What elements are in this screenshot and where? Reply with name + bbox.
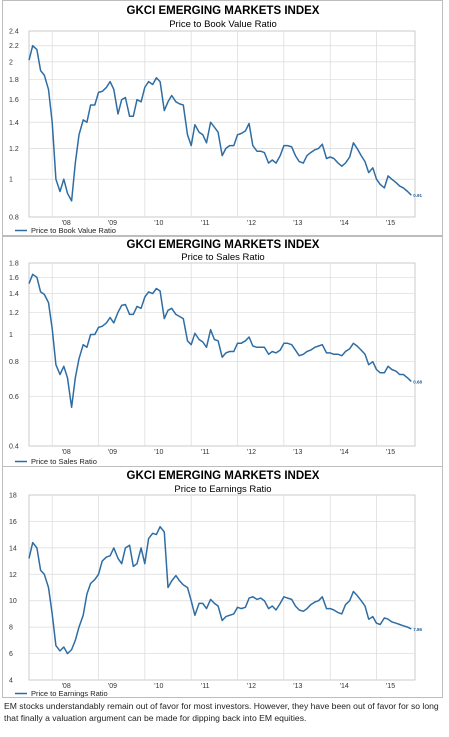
y-tick-label: 1.6 xyxy=(9,275,19,282)
plot-area xyxy=(28,494,416,681)
chart-panel-price-to-sales: GKCI EMERGING MARKETS INDEX Price to Sale… xyxy=(2,236,443,467)
y-tick-label: 18 xyxy=(9,493,17,500)
x-tick-label: '11 xyxy=(201,220,210,227)
y-tick-label: 16 xyxy=(9,519,17,526)
chart-title: GKCI EMERGING MARKETS INDEX xyxy=(127,5,320,17)
x-tick-label: '12 xyxy=(247,683,256,690)
y-tick-label: 1.4 xyxy=(9,120,19,127)
chart-price-to-earnings: GKCI EMERGING MARKETS INDEX Price to Earn… xyxy=(9,470,423,698)
chart-subtitle: Price to Sales Ratio xyxy=(181,252,264,263)
y-tick-label: 2.4 xyxy=(9,29,19,36)
x-tick-label: '11 xyxy=(201,683,210,690)
plot-area xyxy=(28,262,416,447)
x-tick-label: '14 xyxy=(340,220,349,227)
x-tick-label: '14 xyxy=(340,683,349,690)
plot-area xyxy=(28,30,416,218)
y-tick-label: 1 xyxy=(9,177,13,184)
chart-panel-price-to-book: GKCI EMERGING MARKETS INDEX Price to Book… xyxy=(2,0,443,236)
x-tick-label: '10 xyxy=(154,220,163,227)
x-tick-label: '08 xyxy=(62,449,71,456)
y-tick-label: 6 xyxy=(9,651,13,658)
legend-label: Price to Sales Ratio xyxy=(31,457,97,466)
y-tick-label: 0.8 xyxy=(9,359,19,366)
y-tick-label: 1.2 xyxy=(9,310,19,317)
chart-title: GKCI EMERGING MARKETS INDEX xyxy=(127,239,320,251)
y-tick-label: 2 xyxy=(9,59,13,66)
y-tick-label: 1.8 xyxy=(9,261,19,268)
x-tick-label: '11 xyxy=(201,449,210,456)
x-tick-label: '15 xyxy=(386,449,395,456)
legend-label: Price to Earnings Ratio xyxy=(31,689,108,698)
chart-subtitle: Price to Earnings Ratio xyxy=(174,484,271,495)
x-tick-label: '13 xyxy=(293,220,302,227)
y-tick-label: 0.4 xyxy=(9,444,19,451)
series-line xyxy=(28,273,412,409)
y-tick-label: 14 xyxy=(9,545,17,552)
y-tick-label: 2.2 xyxy=(9,43,19,50)
legend-label: Price to Book Value Ratio xyxy=(31,226,116,235)
chart-price-to-book: GKCI EMERGING MARKETS INDEX Price to Book… xyxy=(9,5,423,235)
series-line xyxy=(28,44,412,202)
x-tick-label: '15 xyxy=(386,220,395,227)
x-tick-label: '08 xyxy=(62,683,71,690)
caption-text: EM stocks understandably remain out of f… xyxy=(4,701,439,723)
y-tick-label: 10 xyxy=(9,598,17,605)
x-tick-label: '12 xyxy=(247,220,256,227)
end-value-label: 0.68 xyxy=(413,379,422,384)
chart-subtitle: Price to Book Value Ratio xyxy=(169,19,277,30)
x-tick-label: '15 xyxy=(386,683,395,690)
x-tick-label: '13 xyxy=(293,449,302,456)
x-tick-label: '09 xyxy=(108,683,117,690)
y-tick-label: 8 xyxy=(9,625,13,632)
y-tick-label: 1.4 xyxy=(9,291,19,298)
chart-title: GKCI EMERGING MARKETS INDEX xyxy=(127,470,320,482)
end-value-label: 7.86 xyxy=(413,627,422,632)
y-tick-label: 1.2 xyxy=(9,146,19,153)
end-value-label: 0.91 xyxy=(413,193,422,198)
y-tick-label: 12 xyxy=(9,572,17,579)
x-tick-label: '09 xyxy=(108,449,117,456)
y-tick-label: 1 xyxy=(9,332,13,339)
x-tick-label: '13 xyxy=(293,683,302,690)
x-tick-label: '10 xyxy=(154,449,163,456)
x-tick-label: '14 xyxy=(340,449,349,456)
y-tick-label: 0.6 xyxy=(9,394,19,401)
x-tick-label: '10 xyxy=(154,683,163,690)
y-tick-label: 1.8 xyxy=(9,77,19,84)
x-tick-label: '08 xyxy=(62,220,71,227)
y-tick-label: 1.6 xyxy=(9,97,19,104)
y-tick-label: 0.8 xyxy=(9,215,19,222)
series-line xyxy=(28,525,412,655)
y-tick-label: 4 xyxy=(9,678,13,685)
x-tick-label: '09 xyxy=(108,220,117,227)
chart-panel-price-to-earnings: GKCI EMERGING MARKETS INDEX Price to Earn… xyxy=(2,466,443,698)
x-tick-label: '12 xyxy=(247,449,256,456)
